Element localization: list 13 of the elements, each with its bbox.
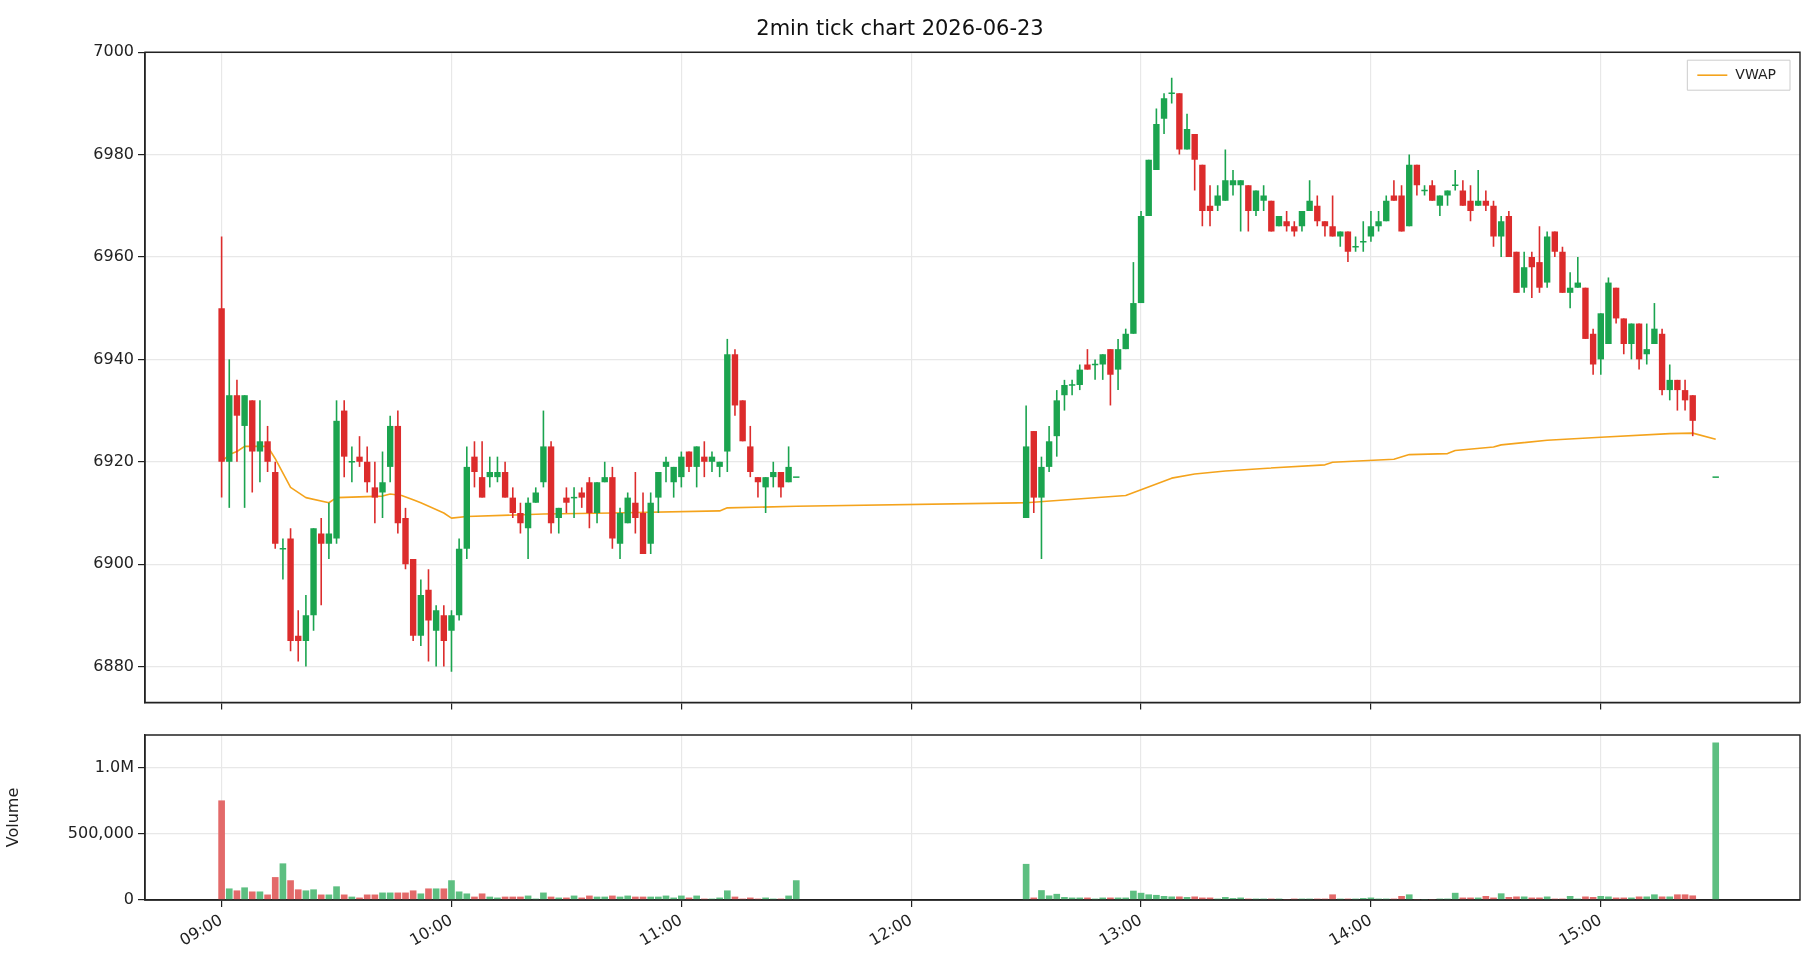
y-tick-label: 6900 [93, 553, 134, 573]
y-tick-label: 6920 [93, 450, 134, 470]
y-tick-label: 6880 [93, 655, 134, 675]
y-tick-label: 6960 [93, 246, 134, 266]
chart-title: 2min tick chart 2026-06-23 [756, 16, 1044, 41]
legend-label: VWAP [1735, 65, 1777, 82]
y-tick-label: 6980 [93, 143, 134, 163]
y-axis-title: Volume [2, 787, 22, 848]
y-tick-label: 6940 [93, 348, 134, 368]
y-tick-label: 0 [123, 889, 134, 909]
y-tick-label: 500,000 [67, 823, 134, 843]
y-tick-label: 7000 [93, 41, 134, 61]
y-tick-label: 1.0M [94, 757, 134, 777]
